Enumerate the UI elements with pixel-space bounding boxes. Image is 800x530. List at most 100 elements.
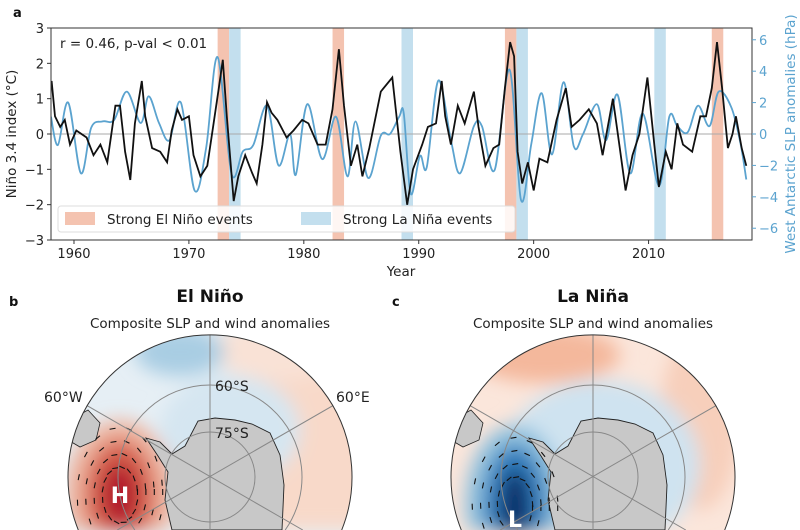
- wind-arrow: [83, 451, 88, 458]
- wind-arrow: [489, 516, 493, 524]
- wind-arrow: [132, 508, 137, 515]
- wind-arrow: [525, 482, 530, 489]
- map-title-el-nino: El Niño: [176, 287, 243, 307]
- wind-arrow: [111, 453, 118, 457]
- wind-arrow: [530, 472, 536, 478]
- wind-arrow: [152, 481, 155, 488]
- wind-arrow: [106, 470, 113, 475]
- wind-arrow: [88, 518, 92, 525]
- y-tick-label-right: −6: [759, 222, 778, 237]
- y-tick-label-left: −3: [25, 234, 44, 249]
- meridian: [499, 389, 735, 530]
- wind-arrow: [524, 452, 531, 457]
- x-tick-label: 1980: [287, 247, 320, 262]
- wind-arrow: [138, 517, 143, 524]
- wind-arrow: [551, 471, 555, 478]
- wind-arrow: [536, 520, 540, 527]
- y-tick-label-right: −4: [759, 191, 778, 206]
- legend: Strong El Niño events Strong La Niña eve…: [57, 205, 516, 233]
- map-boundary: [67, 334, 353, 530]
- y-tick-label-right: 0: [759, 128, 767, 143]
- y-tick-label-left: 1: [36, 93, 44, 108]
- wind-arrow: [107, 515, 113, 521]
- axis-ticks: 1960 1970 1980 1990 2000 2010 −3 −2 −1 0 1 2 3 −6 −4 −2…: [25, 22, 778, 262]
- wind-arrow: [103, 506, 107, 513]
- wind-arrow: [126, 468, 132, 474]
- wind-arrow: [154, 455, 158, 462]
- legend-box: [57, 205, 516, 233]
- wind-arrow: [85, 478, 88, 485]
- wind-arrow: [544, 477, 548, 484]
- correlation-annotation: r = 0.46, p-val < 0.01: [60, 36, 207, 52]
- wind-arrow: [136, 447, 142, 453]
- high-pressure-label: H: [111, 484, 129, 509]
- slp-field-la-nina: L: [450, 334, 735, 530]
- wind-arrow: [96, 512, 100, 519]
- wind-arrow: [521, 465, 528, 469]
- wind-arrow: [502, 464, 508, 470]
- y-axis-label-left: Niño 3.4 index (°C): [4, 70, 20, 199]
- wind-arrow: [102, 458, 109, 464]
- label-60w: 60°W: [44, 390, 83, 406]
- label-60s: 60°S: [215, 379, 249, 395]
- wind-arrow: [135, 499, 139, 506]
- wind-arrows: [471, 436, 559, 529]
- low-anomaly-core: [499, 468, 531, 530]
- x-tick-label: 1970: [172, 247, 205, 262]
- wind-arrow: [488, 464, 493, 471]
- wind-arrow: [481, 522, 485, 529]
- wind-arrow: [494, 441, 500, 447]
- map-title-la-nina: La Niña: [557, 287, 629, 307]
- map-panel-la-nina: c La Niña Composite SLP and wind anomali…: [392, 287, 736, 530]
- wind-arrow: [119, 465, 126, 470]
- y-tick-label-left: 3: [36, 22, 44, 37]
- wind-arrow: [481, 456, 486, 463]
- wind-arrow: [159, 514, 162, 521]
- y-axis-label-right: West Antarctic SLP anomalies (hPa): [783, 14, 799, 253]
- meridian: [68, 389, 304, 530]
- wind-arrow: [540, 451, 546, 458]
- timeseries-panel: a 1960 1970 1980 1990 2000 2010 −3 −2 −1 0 1 2 3 −6 −4…: [4, 6, 799, 280]
- wind-arrow: [506, 476, 512, 482]
- meridian: [450, 389, 687, 530]
- y-tick-label-left: −2: [25, 199, 44, 214]
- label-60e: 60°E: [336, 390, 370, 406]
- low-pressure-label: L: [508, 508, 522, 530]
- map-panel-el-nino: b El Niño Composite SLP and wind anomali…: [9, 287, 370, 530]
- wind-arrow: [144, 483, 147, 490]
- wind-arrow: [529, 515, 532, 522]
- wind-arrow: [101, 486, 104, 493]
- y-tick-label-right: 2: [759, 97, 767, 112]
- wind-arrow: [94, 435, 101, 441]
- panel-label-c: c: [392, 295, 400, 310]
- nino34-series-line: [51, 41, 748, 205]
- legend-label-el-nino: Strong El Niño events: [107, 212, 253, 228]
- wind-arrow: [501, 481, 505, 488]
- wind-arrow: [103, 477, 108, 483]
- wind-arrow: [548, 497, 551, 504]
- wind-arrow: [112, 467, 119, 470]
- wind-arrow: [536, 484, 541, 491]
- wind-arrow: [499, 520, 504, 526]
- wind-arrow: [161, 479, 163, 486]
- wind-arrow: [139, 468, 143, 475]
- legend-swatch-el-nino: [65, 212, 95, 225]
- graticule: [68, 335, 353, 530]
- wind-arrow: [110, 440, 117, 443]
- wind-arrow: [513, 476, 520, 479]
- wind-arrow: [481, 482, 485, 489]
- wind-arrow: [498, 453, 504, 458]
- wind-arrow: [511, 449, 518, 452]
- meridian: [116, 389, 353, 530]
- wind-arrow: [109, 427, 116, 430]
- graticule: [450, 335, 735, 530]
- y-tick-label-left: 2: [36, 57, 44, 72]
- wind-arrow: [529, 491, 533, 498]
- wind-arrow: [512, 463, 519, 466]
- y-tick-label-right: −2: [759, 159, 778, 174]
- wind-arrow: [510, 436, 517, 439]
- x-tick-label: 2000: [517, 247, 550, 262]
- legend-label-la-nina: Strong La Niña events: [343, 212, 492, 228]
- map-subtitle-el-nino: Composite SLP and wind anomalies: [90, 316, 330, 332]
